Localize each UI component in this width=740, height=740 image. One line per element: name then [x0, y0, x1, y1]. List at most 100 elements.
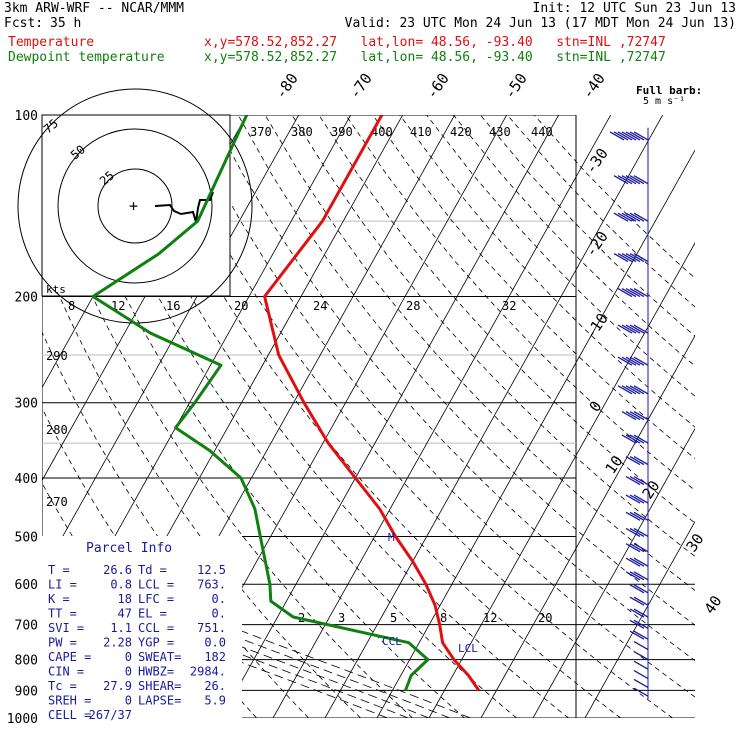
wind-barb — [625, 212, 641, 222]
isotherm-line — [272, 115, 612, 718]
wind-barb — [625, 475, 641, 486]
parcel-box — [42, 536, 242, 718]
barb-legend-unit: 5 m s⁻¹ — [643, 96, 685, 107]
parcel-label: SREH = — [48, 694, 91, 708]
wind-barb — [633, 687, 649, 697]
dry-adiabat — [399, 115, 695, 428]
wind-barb — [625, 511, 641, 521]
theta-label: 400 — [371, 125, 393, 139]
parcel-value: 267/37 — [89, 708, 132, 722]
mixing-ratio-label: 8 — [68, 299, 75, 313]
parcel-label: Td = — [138, 563, 167, 577]
wind-barb — [629, 543, 645, 553]
wind-barb — [617, 356, 633, 366]
wind-barb — [617, 175, 633, 185]
wind-barb — [633, 212, 649, 222]
hodograph-kts-label: kts — [46, 283, 66, 296]
dry-adiabat — [237, 115, 695, 626]
wind-barb — [621, 324, 637, 334]
dry-adiabat — [533, 115, 695, 279]
pressure-tick-label: 100 — [15, 109, 38, 124]
wind-barb — [629, 630, 645, 640]
isotherm-label: 10 — [602, 452, 627, 477]
isotherm-line — [376, 149, 695, 718]
wind-barb — [629, 456, 645, 466]
pressure-tick-label: 1000 — [7, 712, 38, 727]
parcel-label: CCL = — [138, 621, 174, 635]
wind-barb — [625, 571, 641, 581]
isotherm-label: -50 — [501, 70, 531, 103]
wind-barb — [625, 287, 641, 298]
wind-barb — [633, 356, 649, 366]
parcel-label: LAPSE= — [138, 694, 181, 708]
wind-barb — [629, 356, 645, 366]
mixing-ratio-label: 16 — [166, 299, 180, 313]
wind-barb — [625, 411, 641, 421]
parcel-label: PW = — [48, 636, 77, 650]
wind-barb — [617, 212, 633, 222]
wind-barb — [621, 212, 637, 222]
wind-barb — [629, 527, 645, 538]
pressure-tick-label: 200 — [15, 291, 38, 306]
wind-barb — [633, 596, 649, 606]
wind-barb — [625, 527, 641, 538]
forecast-label: Fcst: — [4, 16, 44, 31]
wind-barb — [625, 557, 641, 567]
dewpoint-location: x,y=578.52,852.27 lat,lon= 48.56, -93.40… — [204, 50, 666, 65]
wind-barb — [633, 511, 649, 521]
wind-barb — [633, 252, 649, 263]
wind-barb — [609, 131, 625, 141]
wind-barb — [629, 175, 645, 185]
wind-barb — [613, 175, 629, 185]
parcel-value: 47 — [118, 607, 132, 621]
theta-label: 440 — [531, 125, 553, 139]
isotherm-line — [584, 520, 695, 718]
dry-adiabat — [103, 115, 569, 718]
theta-label: 390 — [331, 125, 353, 139]
ccl-marker: CCL — [382, 635, 402, 648]
m-marker: M — [388, 531, 395, 544]
wind-barb — [621, 356, 637, 366]
parcel-value: 0.8 — [110, 578, 132, 592]
wind-barb — [633, 456, 649, 466]
theta-label: 370 — [250, 125, 272, 139]
wind-barb — [613, 252, 629, 263]
barb-legend-title: Full barb: — [636, 84, 702, 97]
pressure-tick-label: 800 — [15, 654, 38, 669]
wind-barb — [617, 252, 633, 263]
wind-barb — [629, 619, 645, 629]
dry-adiabat — [210, 115, 695, 662]
wind-barb — [633, 385, 649, 395]
parcel-value: 2984. — [190, 665, 226, 679]
lcl-marker: LCL — [458, 642, 478, 655]
isotherm-label: -80 — [272, 70, 302, 103]
wind-barb — [621, 131, 637, 141]
isotherm-line — [324, 115, 664, 718]
wind-barb — [621, 385, 637, 395]
wind-barb — [633, 571, 649, 581]
parcel-label: T = — [48, 563, 70, 577]
parcel-value: 26. — [204, 679, 226, 693]
hodograph-ring — [97, 168, 173, 244]
wind-barb — [633, 584, 649, 594]
parcel-label: K = — [48, 592, 70, 606]
wind-barb — [633, 543, 649, 553]
dry-adiabat — [49, 115, 465, 718]
dry-adiabat — [157, 115, 673, 718]
wind-barb — [629, 511, 645, 521]
parcel-value: 0 — [125, 650, 132, 664]
parcel-label: SWEAT= — [138, 650, 181, 664]
parcel-value: 0. — [212, 592, 226, 606]
dry-adiabat — [42, 173, 413, 718]
isotherm-label: 40 — [701, 592, 726, 617]
wind-barb — [625, 175, 641, 185]
isotherm-label: -70 — [346, 70, 376, 103]
wind-barb — [625, 434, 641, 444]
isotherm-line — [532, 427, 695, 718]
init-time: Init: 12 UTC Sun 23 Jun 13 — [532, 1, 737, 16]
mixing-ratio-label: 24 — [313, 299, 327, 313]
parcel-label: TT = — [48, 607, 77, 621]
wind-barb — [633, 640, 649, 651]
temperature-profile — [263, 115, 481, 692]
